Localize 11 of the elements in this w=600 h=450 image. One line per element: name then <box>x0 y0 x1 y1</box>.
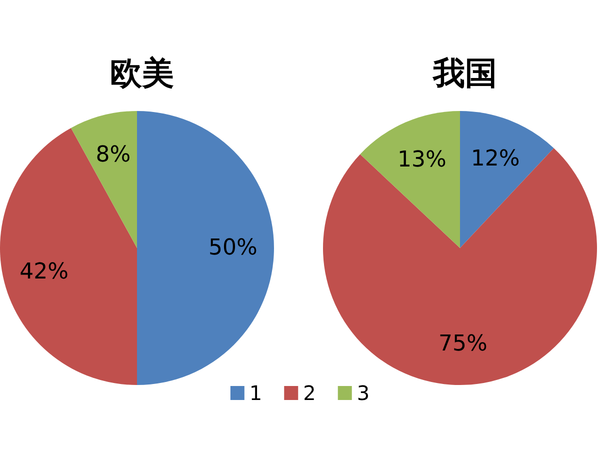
legend-label: 3 <box>356 381 370 405</box>
slice-label: 欧美 <box>110 54 174 92</box>
data-label: 42% <box>20 259 69 284</box>
legend-label: 1 <box>249 381 262 405</box>
data-label: 8% <box>96 142 131 168</box>
data-label: 50% <box>208 236 258 260</box>
legend-label: 2 <box>303 381 316 405</box>
data-label: 12% <box>470 146 520 172</box>
data-label: 75% <box>438 331 488 356</box>
slice-label: 我国 <box>432 54 497 92</box>
data-label: 13% <box>397 147 446 172</box>
